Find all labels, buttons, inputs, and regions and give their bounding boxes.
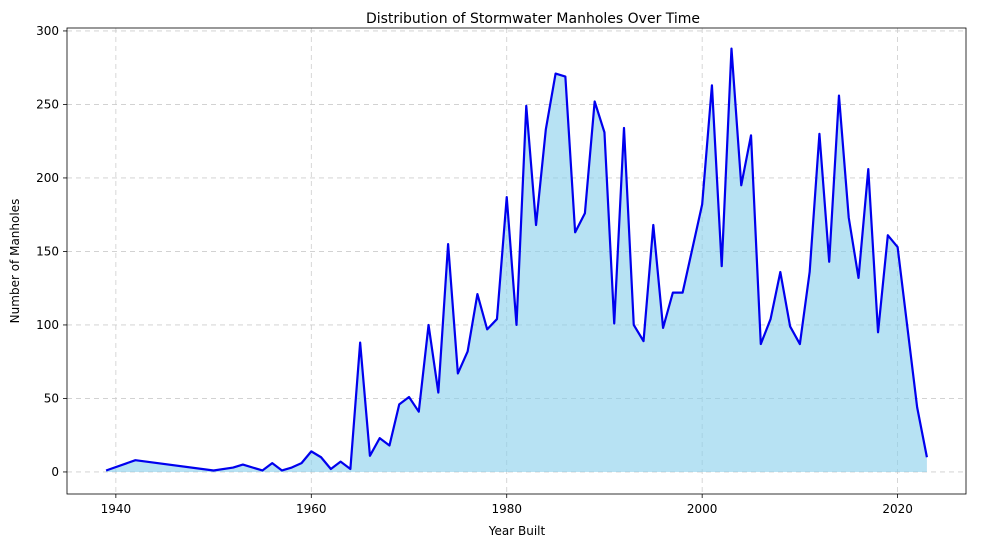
y-tick-label: 100 bbox=[36, 318, 59, 332]
plot-frame bbox=[66, 27, 967, 495]
y-tick-label: 250 bbox=[36, 97, 59, 111]
x-tick-label: 2000 bbox=[687, 502, 718, 516]
y-tick-label: 200 bbox=[36, 171, 59, 185]
y-tick-label: 150 bbox=[36, 244, 59, 258]
x-tick-label: 2020 bbox=[882, 502, 913, 516]
y-axis: 0 50 100 150 200 250 300 bbox=[36, 24, 67, 479]
y-tick-label: 50 bbox=[44, 391, 59, 405]
x-tick-label: 1960 bbox=[296, 502, 327, 516]
y-tick-label: 0 bbox=[51, 465, 59, 479]
x-tick-label: 1980 bbox=[491, 502, 522, 516]
series-line bbox=[105, 47, 928, 472]
series-area bbox=[106, 48, 927, 472]
x-axis: 1940 1960 1980 2000 2020 bbox=[101, 494, 913, 516]
y-axis-title: Number of Manholes bbox=[8, 199, 22, 324]
y-tick-label: 300 bbox=[36, 24, 59, 38]
x-axis-title: Year Built bbox=[488, 524, 546, 538]
line-layer bbox=[105, 47, 928, 472]
chart-title: Distribution of Stormwater Manholes Over… bbox=[366, 11, 700, 27]
x-tick-label: 1940 bbox=[101, 502, 132, 516]
area-layer bbox=[106, 48, 927, 472]
